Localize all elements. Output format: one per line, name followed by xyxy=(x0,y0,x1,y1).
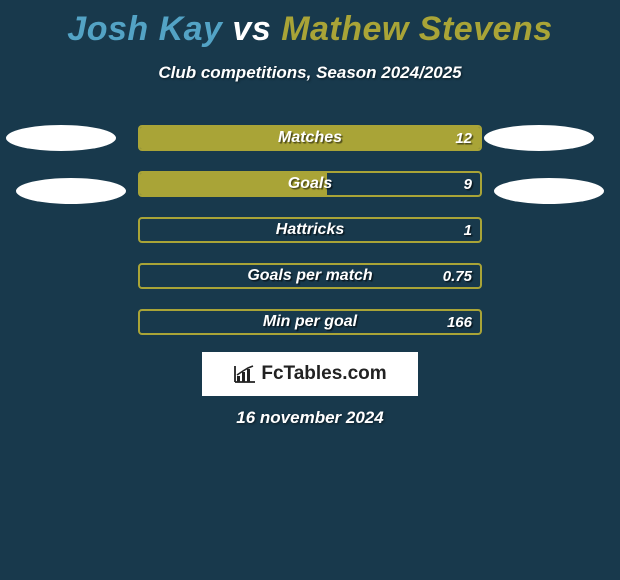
stat-label: Hattricks xyxy=(276,221,344,239)
stat-value: 0.75 xyxy=(443,268,472,285)
stat-bar: Matches 12 xyxy=(138,125,482,151)
brand-logo[interactable]: FcTables.com xyxy=(202,352,418,396)
page-title: Josh Kay vs Mathew Stevens xyxy=(0,0,620,49)
player-b-name: Mathew Stevens xyxy=(281,10,553,48)
stat-bar: Goals 9 xyxy=(138,171,482,197)
stat-label: Goals per match xyxy=(247,267,372,285)
stat-value: 166 xyxy=(447,314,472,331)
stat-value: 1 xyxy=(464,222,472,239)
subtitle: Club competitions, Season 2024/2025 xyxy=(0,63,620,83)
player-photo-placeholder xyxy=(16,178,126,204)
stat-label: Min per goal xyxy=(263,313,357,331)
stat-label: Matches xyxy=(278,129,342,147)
stat-value: 9 xyxy=(464,176,472,193)
stat-bar: Goals per match 0.75 xyxy=(138,263,482,289)
stat-label: Goals xyxy=(288,175,332,193)
stat-bar: Min per goal 166 xyxy=(138,309,482,335)
title-vs: vs xyxy=(222,10,281,48)
snapshot-date: 16 november 2024 xyxy=(0,408,620,428)
bar-chart-icon xyxy=(233,364,257,384)
widget-root: Josh Kay vs Mathew Stevens Club competit… xyxy=(0,0,620,580)
player-photo-placeholder xyxy=(494,178,604,204)
player-photo-placeholder xyxy=(484,125,594,151)
player-a-name: Josh Kay xyxy=(67,10,222,48)
player-photo-placeholder xyxy=(6,125,116,151)
brand-logo-text: FcTables.com xyxy=(261,363,386,385)
stat-value: 12 xyxy=(455,130,472,147)
stat-bar: Hattricks 1 xyxy=(138,217,482,243)
